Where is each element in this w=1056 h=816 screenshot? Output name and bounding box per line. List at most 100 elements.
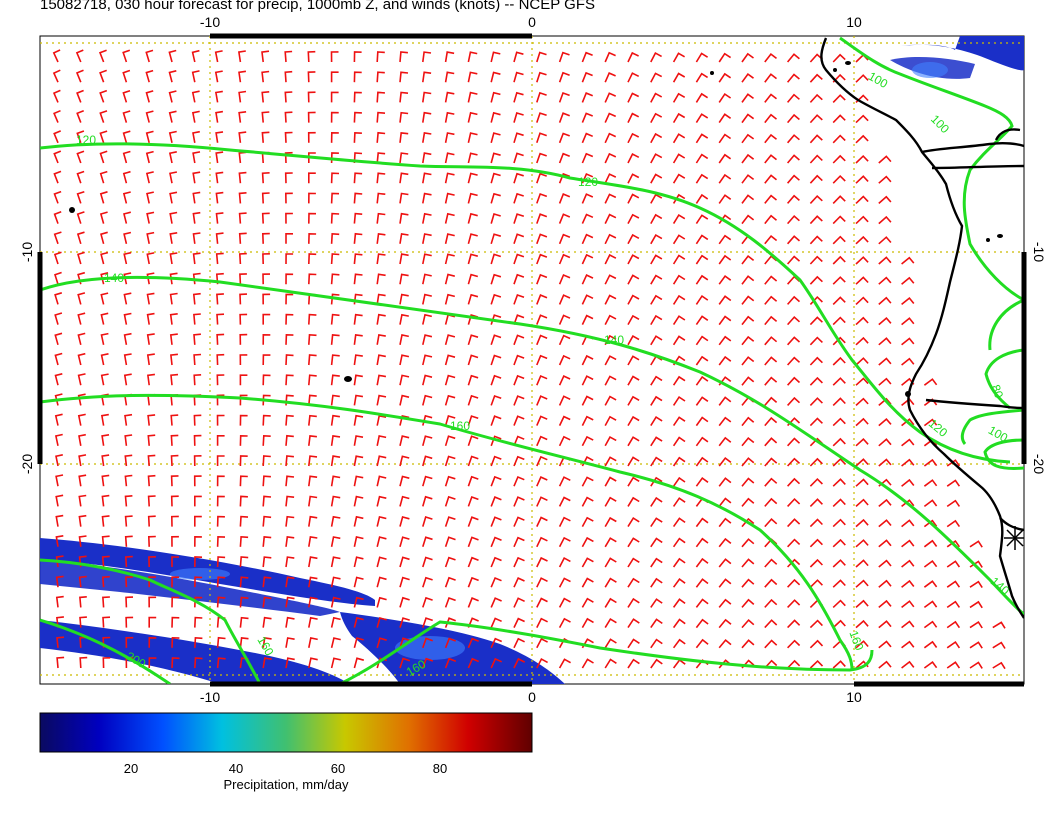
wind-barb-icon: [307, 131, 316, 143]
wind-barb-icon: [627, 658, 640, 669]
wind-barb-icon: [147, 414, 156, 426]
wind-barb-icon: [308, 152, 316, 163]
wind-barb-icon: [444, 637, 456, 649]
wind-barb-icon: [170, 454, 179, 467]
wind-barb-icon: [695, 254, 709, 265]
wind-barb-icon: [353, 394, 364, 406]
wind-barb-icon: [147, 454, 156, 467]
wind-barb-icon: [695, 375, 709, 386]
wind-barb-icon: [467, 435, 479, 447]
asterisk-marker-icon: [1004, 526, 1024, 550]
wind-barb-icon: [604, 456, 617, 467]
wind-barb-icon: [672, 476, 686, 487]
wind-barb-icon: [399, 596, 410, 608]
wind-barb-icon: [969, 600, 983, 609]
colorbar-tick: 80: [433, 761, 447, 776]
wind-barb-icon: [353, 536, 364, 547]
wind-barb-icon: [718, 598, 732, 608]
wind-barb-icon: [718, 517, 732, 528]
wind-barb-icon: [376, 495, 387, 507]
wind-barb-icon: [878, 276, 892, 285]
wind-barb-icon: [558, 597, 571, 608]
wind-barb-icon: [513, 51, 524, 63]
wind-barb-icon: [399, 475, 410, 487]
wind-barb-icon: [604, 476, 617, 487]
wind-barb-icon: [216, 535, 226, 547]
wind-barb-icon: [878, 417, 892, 427]
wind-barb-icon: [718, 416, 732, 427]
wind-barb-icon: [101, 494, 110, 507]
wind-barb-icon: [216, 596, 226, 608]
wind-barb-icon: [191, 70, 200, 83]
wind-barb-icon: [145, 69, 154, 83]
wind-barb-icon: [330, 192, 340, 204]
colorbar-tick: 60: [331, 761, 345, 776]
wind-barb-icon: [604, 436, 617, 447]
wind-barb-icon: [809, 417, 823, 427]
wind-barb-icon: [147, 474, 156, 487]
wind-barb-icon: [650, 517, 663, 528]
wind-barb-icon: [627, 213, 640, 224]
wind-barb-icon: [923, 398, 938, 407]
wind-barb-icon: [169, 252, 178, 265]
wind-barb-icon: [718, 537, 732, 548]
wind-barb-icon: [444, 172, 455, 184]
wind-barb-icon: [399, 354, 410, 366]
wind-barb-icon: [147, 495, 156, 507]
wind-barb-icon: [216, 414, 225, 426]
wind-barb-icon: [467, 293, 479, 305]
wind-barb-icon: [536, 132, 547, 144]
wind-barb-icon: [262, 636, 272, 648]
wind-barb-icon: [79, 656, 88, 669]
wind-barb-icon: [193, 414, 202, 426]
wind-barb-icon: [695, 274, 709, 285]
wind-barb-icon: [55, 575, 64, 588]
wind-barb-icon: [399, 495, 410, 507]
wind-barb-icon: [832, 316, 846, 326]
wind-barb-icon: [581, 577, 594, 588]
wind-barb-icon: [604, 618, 617, 629]
wind-barb-icon: [650, 294, 663, 305]
wind-barb-icon: [855, 619, 869, 629]
wind-barb-icon: [148, 616, 157, 628]
wind-barb-icon: [741, 558, 755, 568]
wind-barb-icon: [467, 637, 479, 649]
wind-barb-icon: [262, 253, 270, 265]
wind-barb-icon: [169, 211, 178, 224]
wind-barb-icon: [581, 395, 594, 406]
wind-barb-icon: [216, 394, 225, 406]
wind-barb-icon: [604, 395, 617, 406]
wind-barb-icon: [764, 639, 778, 649]
wind-barb-icon: [56, 636, 65, 648]
wind-barb-icon: [672, 618, 686, 629]
wind-barb-icon: [604, 516, 617, 528]
wind-barb-icon: [901, 276, 915, 285]
wind-barb-icon: [399, 253, 409, 265]
wind-barb-icon: [809, 235, 823, 245]
wind-barb-icon: [399, 91, 409, 103]
wind-barb-icon: [444, 394, 456, 406]
wind-barb-icon: [53, 170, 62, 184]
wind-barb-icon: [650, 638, 663, 649]
wind-barb-icon: [787, 437, 801, 447]
wind-barb-icon: [558, 112, 570, 123]
wind-barb-icon: [490, 455, 502, 467]
wind-barb-icon: [650, 314, 663, 326]
wind-barb-icon: [124, 535, 133, 547]
wind-barb-icon: [170, 475, 179, 487]
wind-barb-icon: [285, 293, 294, 305]
wind-barb-icon: [650, 132, 663, 144]
wind-barb-icon: [285, 253, 294, 265]
wind-barb-icon: [330, 637, 341, 648]
wind-barb-icon: [193, 333, 201, 345]
wind-barb-icon: [855, 417, 869, 427]
wind-barb-icon: [490, 71, 501, 83]
wind-barb-icon: [672, 375, 686, 386]
wind-barb-icon: [444, 455, 456, 467]
wind-barb-icon: [171, 556, 179, 567]
wind-barb-icon: [55, 535, 64, 547]
wind-barb-icon: [261, 212, 270, 224]
wind-barb-icon: [100, 231, 108, 245]
wind-barb-icon: [627, 375, 640, 386]
wind-barb-icon: [490, 172, 501, 184]
